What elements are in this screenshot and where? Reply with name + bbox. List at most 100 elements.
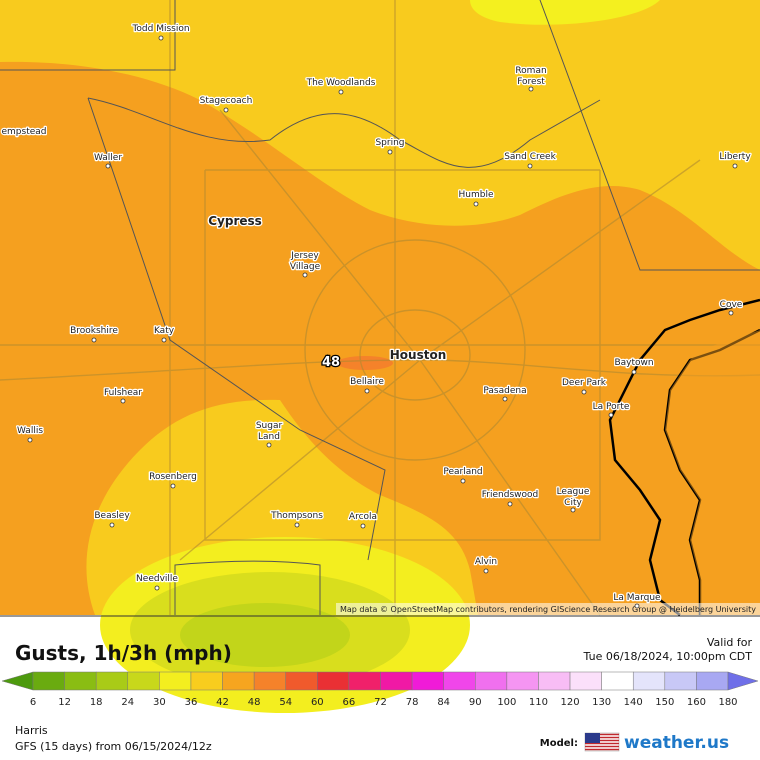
legend-swatch bbox=[443, 671, 476, 691]
city-label: Sugar bbox=[256, 421, 283, 431]
city-dot bbox=[507, 501, 513, 507]
city-label: Stagecoach bbox=[200, 96, 253, 106]
legend: 6 12 18 24 30 36 42 48 54 60 66 72 78 84 90 100 110 120 13… bbox=[1, 671, 759, 708]
city-label: Brookshire bbox=[70, 326, 118, 336]
city-dot bbox=[732, 163, 738, 169]
legend-swatch bbox=[95, 671, 129, 691]
city-label: Alvin bbox=[475, 557, 497, 567]
city-dot bbox=[158, 35, 164, 41]
city-label: Humble bbox=[459, 190, 494, 200]
city-label: The Woodlands bbox=[306, 78, 376, 88]
legend-tick-label: 120 bbox=[560, 697, 579, 708]
city-dot bbox=[170, 483, 176, 489]
model-label: Model: bbox=[540, 738, 578, 749]
city-dot bbox=[223, 107, 229, 113]
city-dot bbox=[120, 398, 126, 404]
city-label: Pearland bbox=[443, 467, 482, 477]
city-dot bbox=[91, 337, 97, 343]
value-label: 48 bbox=[322, 355, 340, 370]
city-dot bbox=[460, 478, 466, 484]
city-dot bbox=[483, 568, 489, 574]
region bbox=[470, 0, 660, 25]
legend-swatch bbox=[190, 671, 223, 691]
city-label: Deer Park bbox=[562, 378, 607, 388]
city-dot bbox=[634, 603, 640, 609]
legend-swatch bbox=[222, 671, 255, 691]
legend-swatch bbox=[159, 671, 192, 691]
city-label: Land bbox=[258, 432, 280, 442]
city-dot bbox=[109, 522, 115, 528]
city-dot bbox=[387, 149, 393, 155]
legend-swatch bbox=[632, 671, 666, 691]
city-dot bbox=[105, 163, 111, 169]
legend-swatch bbox=[348, 671, 381, 691]
legend-swatch bbox=[601, 671, 634, 691]
city-dot bbox=[502, 396, 508, 402]
city-label: Katy bbox=[154, 326, 175, 336]
legend-swatch bbox=[569, 671, 602, 691]
city-label: La Marque bbox=[613, 593, 661, 603]
valid-time: Tue 06/18/2024, 10:00pm CDT bbox=[583, 650, 753, 663]
legend-tick-label: 140 bbox=[624, 697, 643, 708]
city-label: Liberty bbox=[719, 152, 751, 162]
city-label: Pasadena bbox=[483, 386, 526, 396]
city-label: Waller bbox=[94, 153, 122, 163]
flag bbox=[584, 732, 620, 752]
city-dot bbox=[302, 272, 308, 278]
legend-tick-label: 160 bbox=[687, 697, 706, 708]
city-label: Roman bbox=[515, 66, 546, 76]
city-label: Friendswood bbox=[482, 490, 538, 500]
city-dot bbox=[527, 163, 533, 169]
legend-tick-label: 100 bbox=[497, 697, 516, 708]
city-label: Arcola bbox=[349, 512, 377, 522]
legend-tick-label: 24 bbox=[121, 697, 134, 708]
city-label: empstead bbox=[2, 127, 47, 137]
city-label: Jersey bbox=[290, 251, 319, 261]
city-dot bbox=[631, 369, 637, 375]
legend-tick-label: 84 bbox=[437, 697, 450, 708]
city-label: Needville bbox=[136, 574, 178, 584]
attribution-bg bbox=[336, 603, 760, 615]
legend-tick-label: 30 bbox=[153, 697, 166, 708]
legend-tick-label: 6 bbox=[30, 697, 36, 708]
model-run: GFS (15 days) from 06/15/2024/12z bbox=[15, 740, 212, 753]
city-dot bbox=[581, 389, 587, 395]
city-label: Beasley bbox=[94, 511, 130, 521]
legend-swatch bbox=[32, 671, 65, 691]
city-dot bbox=[338, 89, 344, 95]
map: 48 Map data © OpenStreetMap contributors… bbox=[0, 0, 760, 713]
city-label: League bbox=[557, 487, 590, 497]
city-dot bbox=[154, 585, 160, 591]
legend-swatch bbox=[317, 671, 350, 691]
legend-swatch bbox=[285, 671, 318, 691]
legend-tick-label: 78 bbox=[406, 697, 419, 708]
city-dot bbox=[27, 437, 33, 443]
legend-tick-label: 54 bbox=[279, 697, 292, 708]
legend-swatch bbox=[664, 671, 697, 691]
legend-swatch bbox=[727, 671, 759, 691]
legend-tick-label: 130 bbox=[592, 697, 611, 708]
city-dot bbox=[364, 388, 370, 394]
city-label: Houston bbox=[390, 348, 447, 362]
legend-swatch bbox=[538, 671, 571, 691]
legend-swatch bbox=[506, 671, 539, 691]
legend-tick-label: 90 bbox=[469, 697, 482, 708]
legend-tick-label: 180 bbox=[718, 697, 737, 708]
legend-swatch bbox=[475, 671, 508, 691]
roads bbox=[0, 0, 760, 616]
city-label: Forest bbox=[517, 77, 545, 87]
city-dot bbox=[608, 412, 614, 418]
city-dot bbox=[473, 201, 479, 207]
city-label: Fulshear bbox=[104, 388, 142, 398]
city-dot bbox=[360, 523, 366, 529]
legend-tick-label: 42 bbox=[216, 697, 229, 708]
legend-tick-label: 12 bbox=[58, 697, 71, 708]
city-label: Todd Mission bbox=[131, 24, 189, 34]
legend-tick-label: 18 bbox=[90, 697, 103, 708]
legend-tick-label: 66 bbox=[343, 697, 356, 708]
region bbox=[0, 0, 760, 270]
legend-swatch bbox=[1, 671, 34, 691]
region-name: Harris bbox=[15, 724, 48, 737]
